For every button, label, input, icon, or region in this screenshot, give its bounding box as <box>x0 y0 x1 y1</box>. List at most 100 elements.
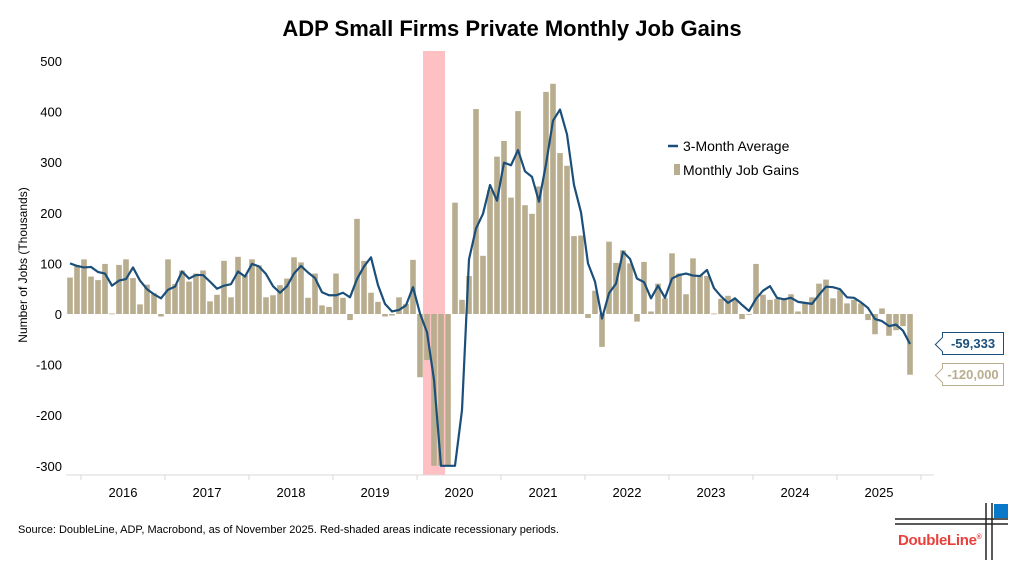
bar <box>788 294 794 314</box>
legend-label-monthly-job-gains: Monthly Job Gains <box>683 162 799 178</box>
x-tick-label: 2022 <box>613 485 642 500</box>
y-tick-label: 500 <box>40 54 62 69</box>
bar <box>669 253 675 314</box>
bar <box>305 297 311 314</box>
bar <box>396 297 402 314</box>
bar <box>480 255 486 314</box>
bar <box>158 314 164 317</box>
bar <box>389 314 395 316</box>
bar <box>781 299 787 314</box>
bar <box>200 270 206 314</box>
bar <box>88 276 94 314</box>
bar <box>347 314 353 321</box>
bar <box>823 279 829 314</box>
bar <box>872 314 878 335</box>
bar <box>704 276 710 314</box>
bar-last-value-callout: -120,000 <box>934 363 1004 386</box>
bar <box>494 156 500 314</box>
bar <box>452 202 458 314</box>
y-tick-label: 300 <box>40 155 62 170</box>
bar <box>529 213 535 314</box>
bar <box>130 278 136 314</box>
bar <box>599 314 605 347</box>
bar <box>102 263 108 314</box>
x-tick-label: 2023 <box>697 485 726 500</box>
doubleline-logo: DoubleLine® <box>898 532 982 549</box>
x-tick-label: 2024 <box>781 485 810 500</box>
bar <box>186 281 192 314</box>
bar <box>403 303 409 314</box>
legend-label-3-month-average: 3-Month Average <box>683 138 790 154</box>
bar <box>249 259 255 314</box>
legend-bar-swatch <box>674 164 680 175</box>
line-last-value-callout: -59,333 <box>934 332 1004 355</box>
bar <box>508 197 514 314</box>
bar <box>746 314 752 315</box>
bar <box>879 308 885 314</box>
bar <box>648 311 654 314</box>
bar <box>725 295 731 314</box>
bar <box>795 311 801 314</box>
bar <box>676 273 682 314</box>
bar <box>816 283 822 314</box>
bar <box>802 303 808 314</box>
bar <box>179 270 185 314</box>
bar <box>214 294 220 314</box>
bar <box>809 297 815 314</box>
bar <box>655 283 661 314</box>
bar <box>711 313 717 315</box>
y-tick-label: 200 <box>40 206 62 221</box>
bar <box>298 262 304 314</box>
bar <box>501 140 507 314</box>
bar <box>340 297 346 314</box>
bar <box>368 292 374 314</box>
bar <box>263 297 269 314</box>
bar <box>536 186 542 314</box>
bar <box>284 278 290 314</box>
line-3-month-average <box>69 108 911 467</box>
bar-last-value: -120,000 <box>947 367 999 382</box>
bar <box>543 91 549 314</box>
bar <box>606 241 612 314</box>
bar <box>228 297 234 314</box>
bar <box>662 298 668 314</box>
y-tick-label: 400 <box>40 105 62 120</box>
bar <box>830 298 836 314</box>
bar <box>256 265 262 314</box>
bar <box>837 290 843 314</box>
bar <box>858 303 864 314</box>
bar <box>165 259 171 314</box>
bar <box>193 273 199 314</box>
bar <box>732 299 738 314</box>
bar <box>172 284 178 314</box>
x-tick-label: 2021 <box>529 485 558 500</box>
bar <box>459 299 465 314</box>
bar <box>333 273 339 314</box>
bar <box>319 305 325 314</box>
bar <box>417 314 423 378</box>
chart-title: ADP Small Firms Private Monthly Job Gain… <box>282 16 742 41</box>
bar <box>564 165 570 314</box>
bar <box>571 236 577 314</box>
bar <box>235 256 241 314</box>
bar <box>123 259 129 314</box>
bar <box>445 314 451 466</box>
bar <box>578 235 584 314</box>
bar <box>522 205 528 314</box>
y-tick-label: -300 <box>36 459 62 474</box>
bar <box>109 313 115 315</box>
bar <box>326 306 332 314</box>
bar <box>242 275 248 314</box>
bar <box>592 290 598 314</box>
bar <box>207 301 213 314</box>
logo-registered: ® <box>976 534 982 541</box>
bar <box>900 314 906 327</box>
bar <box>466 276 472 314</box>
x-tick-label: 2020 <box>445 485 474 500</box>
bar <box>81 259 87 314</box>
x-tick-label: 2025 <box>865 485 894 500</box>
bar <box>627 263 633 314</box>
y-tick-label: -200 <box>36 408 62 423</box>
y-tick-label: 100 <box>40 256 62 271</box>
